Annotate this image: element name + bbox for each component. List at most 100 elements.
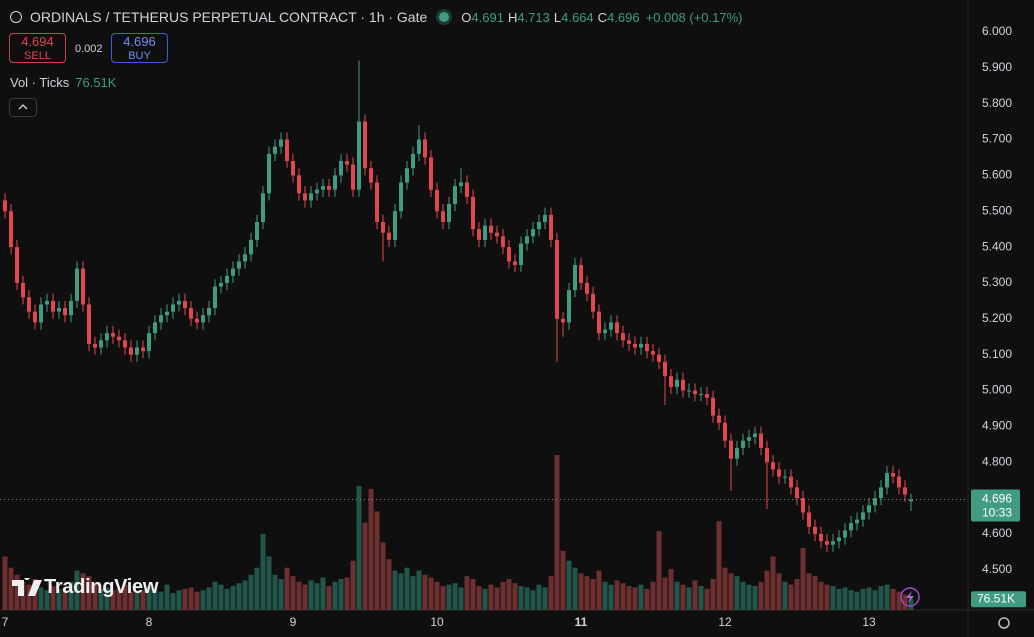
volume-bar xyxy=(830,586,836,610)
settings-icon[interactable] xyxy=(998,617,1010,629)
volume-bar xyxy=(518,586,524,610)
candle-body xyxy=(663,361,667,377)
volume-bar xyxy=(608,584,614,610)
candle-body xyxy=(285,139,289,162)
candle-body xyxy=(579,265,583,283)
volume-bar xyxy=(290,576,296,610)
volume-bar xyxy=(212,581,218,610)
candle-body xyxy=(213,286,217,309)
volume-bar xyxy=(626,586,632,610)
logo: TradingView xyxy=(12,576,158,599)
volume-bar xyxy=(128,591,134,610)
volume-bar xyxy=(560,550,566,610)
volume-bar xyxy=(794,579,800,610)
volume-bar xyxy=(20,581,26,610)
candle-body xyxy=(909,499,913,502)
candle-body xyxy=(105,333,109,341)
candle-body xyxy=(669,376,673,387)
volume-bar xyxy=(644,588,650,610)
candle-body xyxy=(903,487,907,495)
volume-bar xyxy=(656,531,662,610)
candle-body xyxy=(501,236,505,248)
volume-bar xyxy=(620,583,626,610)
volume-bar xyxy=(710,579,716,610)
volume-bar xyxy=(8,567,14,610)
candle-body xyxy=(177,300,181,305)
candle-body xyxy=(897,476,901,488)
candle-body xyxy=(9,211,13,248)
change: +0.008 (+0.17%) xyxy=(645,9,743,25)
volume-bar xyxy=(524,587,530,610)
candle-body xyxy=(741,440,745,448)
candle-body xyxy=(423,139,427,158)
sell-label: SELL xyxy=(24,50,51,62)
volume-bar xyxy=(488,584,494,610)
volume-bar xyxy=(470,579,476,610)
candle-body xyxy=(51,300,55,312)
volume-bar xyxy=(404,567,410,610)
volume-bar xyxy=(566,560,572,610)
candle-body xyxy=(771,462,775,470)
candle-body xyxy=(405,168,409,183)
candle-body xyxy=(843,530,847,538)
candle-body xyxy=(483,225,487,240)
candle-body xyxy=(381,221,385,233)
ohlc: O4.691 H4.713 L4.664 C4.696 xyxy=(457,9,639,25)
volume-bar xyxy=(494,587,500,610)
candle-body xyxy=(249,239,253,255)
candle-body xyxy=(867,505,871,513)
x-tick-label: 9 xyxy=(290,615,297,629)
volume-badge-text: 76.51K xyxy=(977,591,1015,605)
volume-bar xyxy=(362,522,368,610)
candle-body xyxy=(363,121,367,169)
volume-bar xyxy=(332,581,338,610)
candle-body xyxy=(75,268,79,301)
candle-body xyxy=(777,469,781,477)
y-tick-label: 4.600 xyxy=(982,526,1012,540)
lightning xyxy=(906,591,914,603)
volume-bar xyxy=(632,587,638,610)
collapse-button[interactable] xyxy=(9,98,37,117)
buy-price: 4.696 xyxy=(123,34,156,49)
candle-body xyxy=(447,204,451,222)
volume-bar xyxy=(266,556,272,610)
volume-bar xyxy=(104,587,110,610)
volume-bar xyxy=(374,511,380,610)
replay-icon[interactable] xyxy=(900,587,920,607)
candle-body xyxy=(255,221,259,240)
candle-body xyxy=(345,161,349,165)
sell-button[interactable]: 4.694 SELL xyxy=(9,33,66,63)
candle-body xyxy=(681,379,685,391)
candle-body xyxy=(3,200,7,212)
volume-bar xyxy=(326,586,332,610)
volume-bar xyxy=(536,584,542,610)
candle-body xyxy=(639,343,643,348)
candle-body xyxy=(237,261,241,269)
candle-body xyxy=(441,211,445,222)
volume-bar xyxy=(740,581,746,610)
candle-body xyxy=(603,329,607,334)
volume-bar xyxy=(98,588,104,610)
candle-body xyxy=(171,304,175,312)
volume-bar xyxy=(506,579,512,610)
candle-layer xyxy=(3,60,913,552)
candle-body xyxy=(489,225,493,233)
volume-bar xyxy=(782,581,788,610)
candle-body xyxy=(375,182,379,222)
volume-bar xyxy=(716,521,722,610)
candle-body xyxy=(297,175,301,194)
volume-bar xyxy=(26,584,32,610)
candle-body xyxy=(225,275,229,283)
volume-bar xyxy=(140,590,146,610)
candle-body xyxy=(747,437,751,441)
volume-bar xyxy=(878,586,884,610)
volume-bar xyxy=(500,581,506,610)
y-tick-label: 5.900 xyxy=(982,60,1012,74)
volume-bar xyxy=(746,584,752,610)
buy-button[interactable]: 4.696 BUY xyxy=(111,33,168,63)
symbol-icon xyxy=(10,11,22,23)
candle-body xyxy=(759,433,763,448)
candle-body xyxy=(291,161,295,176)
candle-body xyxy=(615,322,619,334)
